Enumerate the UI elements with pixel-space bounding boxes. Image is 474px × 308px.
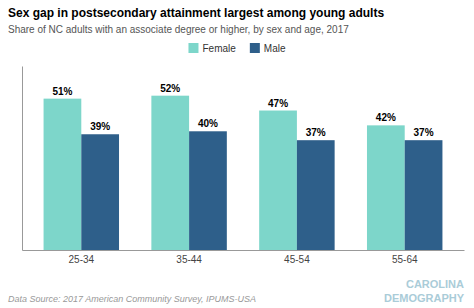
legend-swatch [188, 43, 198, 53]
x-tick: 55-64 [392, 250, 418, 265]
data-label: 47% [268, 98, 288, 109]
legend: Female Male [188, 43, 285, 54]
data-label: 37% [306, 127, 326, 138]
x-tick-label: 25-34 [69, 254, 95, 265]
bar [297, 140, 335, 250]
annotations: Data Source: 2017 American Community Sur… [8, 278, 465, 304]
x-axis-line [23, 250, 465, 251]
legend-item: Female [188, 43, 236, 54]
data-label: 39% [90, 121, 110, 132]
data-label: 52% [160, 83, 180, 94]
x-tick: 45-54 [284, 250, 310, 265]
x-tick: 25-34 [69, 250, 95, 265]
x-tick-label: 55-64 [392, 254, 418, 265]
bar [151, 96, 189, 250]
data-label: 51% [52, 86, 72, 97]
watermark: DEMOGRAPHY [384, 292, 465, 304]
subtitle: Share of NC adults with an associate deg… [8, 24, 349, 35]
data-label: 42% [376, 112, 396, 123]
footer: Data Source: 2017 American Community Sur… [8, 294, 256, 304]
chart: Sex gap in postsecondary attainment larg… [0, 0, 474, 308]
bar [367, 125, 405, 250]
data-labels: 51% 52% 47% 42% 39% 40% 37% 37% [52, 83, 433, 139]
x-tick: 35-44 [176, 250, 202, 265]
y-axis [22, 67, 23, 251]
bar [44, 99, 82, 250]
legend-swatch [250, 43, 260, 53]
data-label: 40% [198, 118, 218, 129]
x-tick-label: 35-44 [176, 254, 202, 265]
watermark: CAROLINA [406, 278, 464, 290]
bars [44, 96, 443, 250]
bar [81, 134, 119, 250]
x-axis: 25-34 35-44 45-54 55-64 [23, 250, 465, 265]
title: Sex gap in postsecondary attainment larg… [8, 6, 384, 20]
x-tick-label: 45-54 [284, 254, 310, 265]
y-axis-line [22, 67, 23, 251]
bar [189, 131, 227, 250]
legend-label: Male [264, 43, 286, 54]
plot: 51% 52% 47% 42% 39% 40% 37% 37% 25-34 35-44 45-54 5… [23, 67, 465, 266]
legend-label: Female [202, 43, 236, 54]
legend-item: Male [250, 43, 286, 54]
data-label: 37% [414, 127, 434, 138]
bar [259, 111, 297, 250]
bar [405, 140, 443, 250]
